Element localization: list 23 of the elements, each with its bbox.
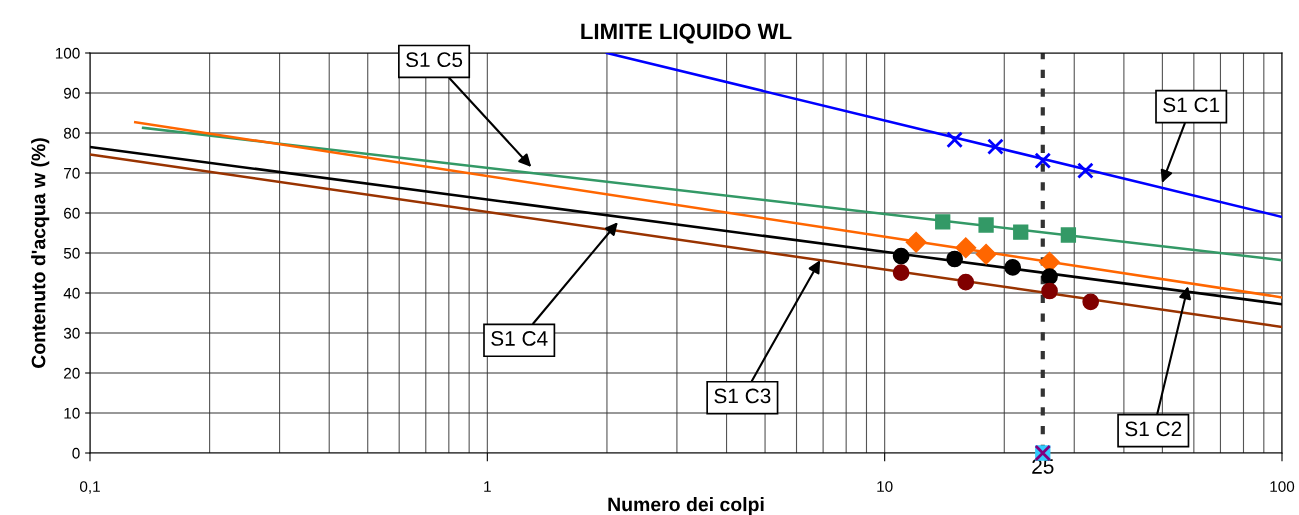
annotation: S1 C3 bbox=[714, 388, 771, 404]
y-tick-label: 20 bbox=[64, 367, 80, 379]
y-tick-label: 40 bbox=[63, 287, 80, 299]
x-tick-label: 10 bbox=[877, 481, 893, 492]
y-tick-label: 80 bbox=[63, 127, 80, 139]
annotation: S1 C2 bbox=[1125, 421, 1182, 437]
x-tick-label: 0,1 bbox=[79, 481, 100, 494]
y-axis-title: Contenuto d'acqua w (%) bbox=[31, 138, 50, 368]
annotation: S1 C1 bbox=[1163, 97, 1220, 113]
x-tick-label: 1 bbox=[484, 481, 491, 492]
y-tick-label: 100 bbox=[55, 47, 80, 59]
y-tick-label: 0 bbox=[72, 447, 80, 459]
x-axis-title: Numero dei colpi bbox=[608, 497, 764, 515]
y-tick-label: 60 bbox=[64, 207, 80, 219]
y-tick-label: 10 bbox=[64, 407, 80, 419]
annotation: S1 C5 bbox=[406, 52, 463, 68]
y-tick-label: 30 bbox=[63, 327, 80, 339]
y-tick-label: 90 bbox=[64, 87, 80, 99]
chart-title: LIMITE LIQUIDO WL bbox=[581, 23, 792, 44]
y-tick-label: 50 bbox=[63, 247, 80, 259]
x-tick-label: 100 bbox=[1270, 481, 1295, 492]
annotation: S1 C4 bbox=[491, 331, 548, 346]
y-tick-label: 70 bbox=[64, 167, 80, 179]
